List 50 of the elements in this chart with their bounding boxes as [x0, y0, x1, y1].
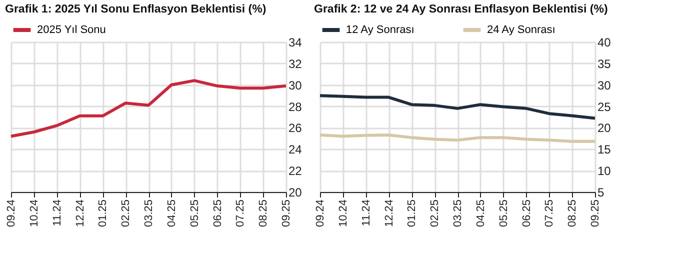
y-tick-label: 5: [598, 186, 604, 200]
x-tick-label: 12.24: [383, 200, 396, 228]
x-tick-label: 08.25: [258, 200, 270, 228]
x-tick-label: 07.25: [544, 200, 556, 228]
x-tick-label: 02.25: [429, 200, 442, 228]
x-tick-label: 06.25: [212, 200, 224, 228]
y-tick-label: 34: [288, 36, 302, 50]
x-tick-label: 12.24: [74, 200, 86, 228]
y-tick-label: 20: [288, 186, 302, 200]
y-tick-label: 25: [598, 100, 612, 114]
y-tick-label: 10: [598, 164, 612, 178]
legend-label: 12 Ay Sonrası: [346, 24, 414, 36]
x-tick-label: 01.25: [97, 200, 110, 228]
x-tick-label: 09.24: [6, 200, 18, 228]
chart-title: Grafik 2: 12 ve 24 Ay Sonrası Enflasyon Beklentisi (%): [314, 4, 608, 16]
line-series: [10, 79, 288, 138]
line-series: [318, 94, 596, 120]
x-tick-label: 03.25: [452, 200, 464, 228]
legend-label: 24 Ay Sonrası: [487, 24, 556, 36]
y-tick-label: 26: [288, 121, 302, 136]
x-tick-label: 09.25: [280, 200, 292, 228]
x-tick-label: 09.25: [590, 200, 602, 228]
chart-title: Grafik 1: 2025 Yıl Sonu Enflasyon Beklentisi (%): [5, 4, 266, 16]
y-tick-label: 20: [598, 121, 612, 136]
x-tick-label: 04.25: [474, 200, 487, 228]
x-tick-label: 02.25: [120, 200, 132, 228]
line-series: [318, 134, 596, 143]
y-tick-label: 22: [288, 164, 302, 178]
x-tick-label: 03.25: [143, 200, 155, 228]
y-tick-label: 40: [598, 36, 612, 50]
x-tick-label: 11.24: [360, 200, 372, 226]
x-tick-label: 08.25: [566, 200, 579, 228]
y-tick-label: 32: [288, 56, 302, 71]
x-tick-label: 10.24: [28, 200, 40, 228]
y-tick-label: 30: [288, 78, 302, 92]
legend-label: 2025 Yıl Sonu: [37, 24, 106, 36]
x-tick-label: 09.24: [314, 200, 326, 228]
y-tick-label: 15: [598, 142, 612, 157]
x-tick-label: 10.24: [337, 200, 350, 228]
y-tick-label: 28: [288, 100, 302, 114]
x-tick-label: 04.25: [166, 200, 178, 228]
x-tick-label: 07.25: [234, 200, 247, 228]
y-tick-label: 30: [598, 78, 612, 92]
y-tick-label: 24: [288, 142, 302, 157]
x-tick-label: 05.25: [498, 200, 510, 228]
x-tick-label: 11.24: [51, 200, 64, 226]
x-tick-label: 01.25: [406, 200, 418, 228]
y-tick-label: 35: [598, 56, 612, 71]
x-tick-label: 05.25: [188, 200, 201, 228]
x-tick-label: 06.25: [520, 200, 533, 228]
